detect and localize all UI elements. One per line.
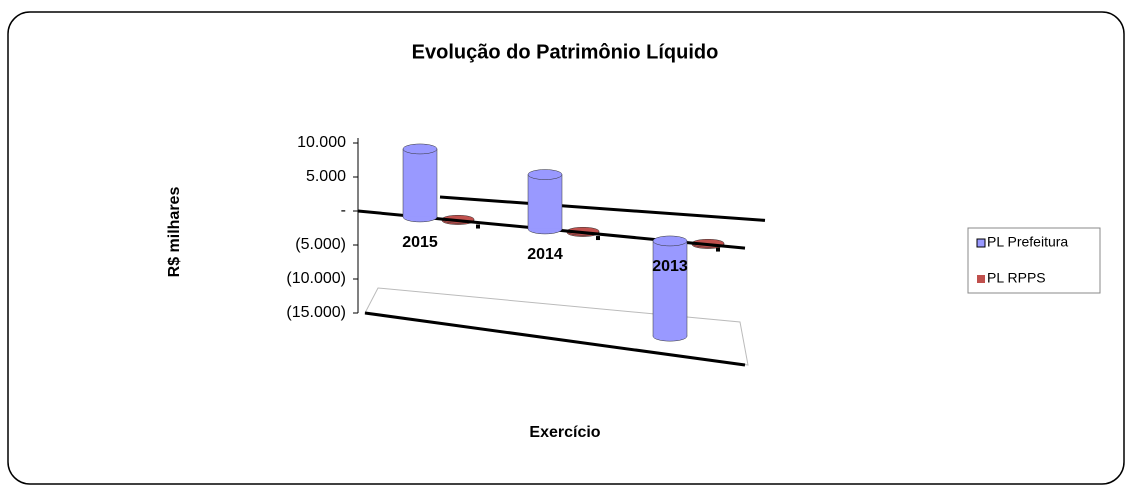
x-tick	[716, 247, 720, 252]
bottom-line	[364, 311, 746, 367]
x-tick-label: 2014	[527, 246, 563, 263]
chart-border	[7, 11, 1125, 485]
x-tick	[476, 224, 480, 229]
cylinder-body	[403, 148, 437, 217]
cylinder-top	[652, 235, 688, 247]
chart-title: Evolução do Patrimônio Líquido	[412, 41, 719, 63]
cylinder	[527, 169, 563, 235]
cylinder	[402, 143, 438, 223]
cylinder-top	[402, 143, 438, 155]
back-zero-line	[439, 195, 766, 222]
cylinder-body	[653, 240, 687, 337]
y-tick-label: -	[341, 202, 346, 219]
cylinder	[652, 235, 688, 342]
y-tick-label: (5.000)	[295, 236, 346, 253]
legend-swatch	[976, 238, 986, 248]
legend	[967, 227, 1101, 294]
y-axis-label: R$ milhares	[166, 187, 183, 278]
floor	[364, 287, 749, 366]
x-tick-label: 2013	[652, 258, 688, 275]
cylinder-top	[527, 169, 563, 180]
y-tick-label: 5.000	[306, 168, 346, 185]
y-tick-label: 10.000	[297, 134, 346, 151]
x-tick-label: 2015	[402, 234, 438, 251]
cylinder-body	[528, 174, 562, 229]
legend-label: PL RPPS	[987, 270, 1046, 286]
legend-label: PL Prefeitura	[987, 234, 1068, 250]
legend-swatch	[977, 275, 985, 283]
y-tick-label: (15.000)	[286, 304, 346, 321]
x-axis-label: Exercício	[529, 424, 600, 441]
y-tick-label: (10.000)	[286, 270, 346, 287]
x-tick	[596, 236, 600, 241]
